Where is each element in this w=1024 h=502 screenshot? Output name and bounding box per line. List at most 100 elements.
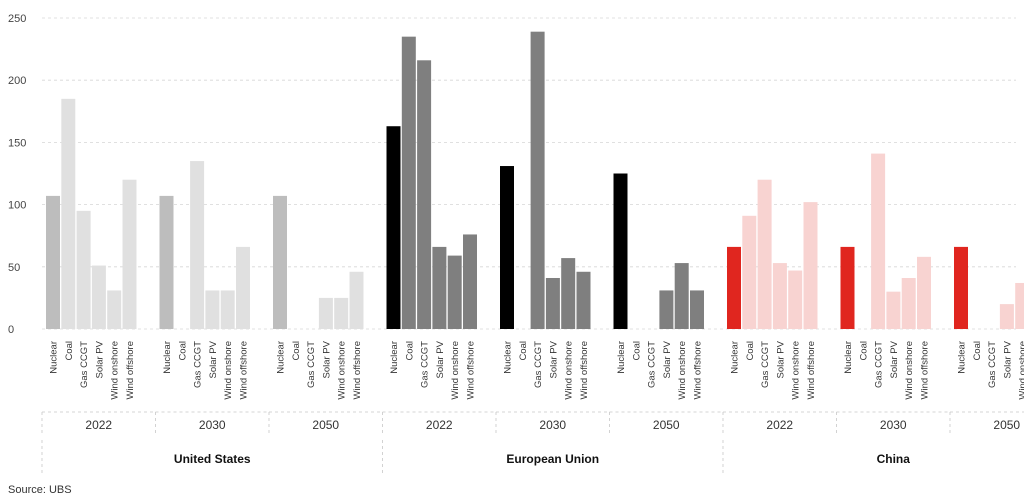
bar-china-2050-solar-pv — [999, 304, 1014, 329]
year-label: 2050 — [653, 418, 680, 432]
category-label: Nuclear — [730, 341, 741, 374]
bar-china-2030-wind-onshore — [901, 277, 916, 329]
bar-european-union-2030-gas-ccgt — [530, 31, 545, 330]
y-tick-label: 50 — [8, 262, 20, 274]
category-label: Wind onshore — [110, 341, 121, 400]
category-label: Gas CCGT — [79, 341, 90, 388]
category-label: Wind offshore — [693, 341, 704, 399]
year-label: 2030 — [199, 418, 226, 432]
y-tick-label: 100 — [8, 200, 26, 212]
bar-united-states-2050-solar-pv — [318, 297, 333, 329]
category-label: Coal — [177, 341, 188, 361]
bar-european-union-2030-nuclear — [500, 166, 514, 329]
region-label: China — [877, 452, 911, 466]
category-label: Nuclear — [389, 341, 400, 374]
category-label: Solar PV — [435, 340, 446, 378]
bar-united-states-2030-wind-offshore — [236, 246, 250, 329]
bar-china-2030-wind-offshore — [917, 256, 931, 329]
bar-european-union-2050-wind-offshore — [690, 290, 704, 329]
category-label: Nuclear — [957, 341, 968, 374]
bar-china-2030-gas-ccgt — [871, 153, 886, 329]
category-label: Nuclear — [616, 341, 627, 374]
category-label: Solar PV — [1002, 340, 1013, 378]
bar-united-states-2022-nuclear — [46, 195, 60, 329]
year-labels: 2022 2030 2050 2022 2030 2050 2022 2030 2050 — [85, 418, 1020, 432]
category-label: Solar PV — [208, 340, 219, 378]
category-label: Coal — [631, 341, 642, 361]
category-label: Gas CCGT — [874, 341, 885, 388]
category-label: Wind onshore — [450, 341, 461, 400]
bar-european-union-2022-gas-ccgt — [417, 60, 432, 330]
bar-china-2022-gas-ccgt — [757, 179, 772, 329]
bar-united-states-2030-wind-onshore — [220, 290, 235, 329]
category-label: Wind onshore — [791, 341, 802, 400]
category-label: Wind offshore — [466, 341, 477, 399]
bar-china-2022-solar-pv — [772, 263, 787, 329]
bar-united-states-2050-wind-offshore — [349, 271, 364, 329]
bars — [46, 31, 1024, 330]
category-label: Gas CCGT — [647, 341, 658, 388]
category-label: Wind offshore — [920, 341, 931, 399]
category-labels: Nuclear Coal Gas CCGT Solar PV Wind onshore W… — [49, 340, 1024, 399]
bar-united-states-2030-nuclear — [159, 195, 174, 329]
category-label: Solar PV — [889, 340, 900, 378]
category-label: Wind offshore — [579, 341, 590, 399]
bar-china-2022-nuclear — [727, 246, 741, 329]
category-label: Gas CCGT — [760, 341, 771, 388]
category-label: Nuclear — [276, 341, 287, 374]
bar-united-states-2022-solar-pv — [91, 265, 106, 329]
bar-united-states-2050-wind-onshore — [334, 297, 349, 329]
year-label: 2022 — [426, 418, 453, 432]
category-label: Coal — [972, 341, 983, 361]
bar-china-2022-coal — [742, 215, 757, 329]
category-label: Wind offshore — [239, 341, 250, 399]
bar-united-states-2030-gas-ccgt — [190, 161, 205, 329]
category-label: Wind offshore — [352, 341, 363, 399]
source-note: Source: UBS — [8, 484, 72, 496]
group-dividers — [41, 411, 1024, 436]
chart: 0 50 100 150 200 250 Nuclear Coal Gas CCGT Solar… — [8, 13, 1024, 476]
category-label: Wind onshore — [904, 341, 915, 400]
bar-united-states-2022-gas-ccgt — [76, 210, 91, 329]
year-label: 2030 — [539, 418, 566, 432]
category-label: Coal — [64, 341, 75, 361]
y-axis-ticks: 0 50 100 150 200 250 — [8, 13, 26, 336]
category-label: Coal — [518, 341, 529, 361]
region-label: European Union — [506, 452, 599, 466]
bar-united-states-2022-wind-offshore — [122, 179, 137, 329]
category-label: Solar PV — [94, 340, 105, 378]
gridlines — [42, 17, 1016, 330]
y-tick-label: 0 — [8, 324, 14, 336]
category-label: Gas CCGT — [306, 341, 317, 388]
category-label: Solar PV — [548, 340, 559, 378]
bar-european-union-2030-solar-pv — [545, 277, 560, 329]
year-label: 2030 — [880, 418, 907, 432]
region-label: United States — [174, 452, 251, 466]
category-label: Solar PV — [662, 340, 673, 378]
bar-european-union-2022-coal — [401, 36, 416, 329]
bar-european-union-2030-wind-offshore — [576, 271, 591, 329]
category-label: Wind onshore — [1018, 341, 1024, 400]
category-label: Nuclear — [843, 341, 854, 374]
bar-china-2022-wind-offshore — [803, 202, 818, 329]
bar-european-union-2050-nuclear — [613, 173, 628, 329]
category-label: Coal — [404, 341, 415, 361]
category-label: Coal — [858, 341, 869, 361]
bar-european-union-2050-wind-onshore — [674, 263, 689, 329]
bar-european-union-2022-wind-onshore — [447, 255, 462, 329]
bar-china-2030-nuclear — [840, 246, 855, 329]
y-tick-label: 200 — [8, 75, 26, 87]
category-label: Wind onshore — [564, 341, 575, 400]
bar-china-2050-nuclear — [954, 246, 968, 329]
category-label: Nuclear — [503, 341, 514, 374]
year-label: 2050 — [312, 418, 339, 432]
bar-china-2022-wind-onshore — [788, 270, 803, 329]
year-label: 2050 — [993, 418, 1020, 432]
category-label: Coal — [291, 341, 302, 361]
category-label: Wind onshore — [337, 341, 348, 400]
y-tick-label: 250 — [8, 13, 26, 25]
y-tick-label: 150 — [8, 137, 26, 149]
bar-united-states-2030-solar-pv — [205, 290, 220, 329]
category-label: Nuclear — [49, 341, 60, 374]
category-label: Coal — [745, 341, 756, 361]
